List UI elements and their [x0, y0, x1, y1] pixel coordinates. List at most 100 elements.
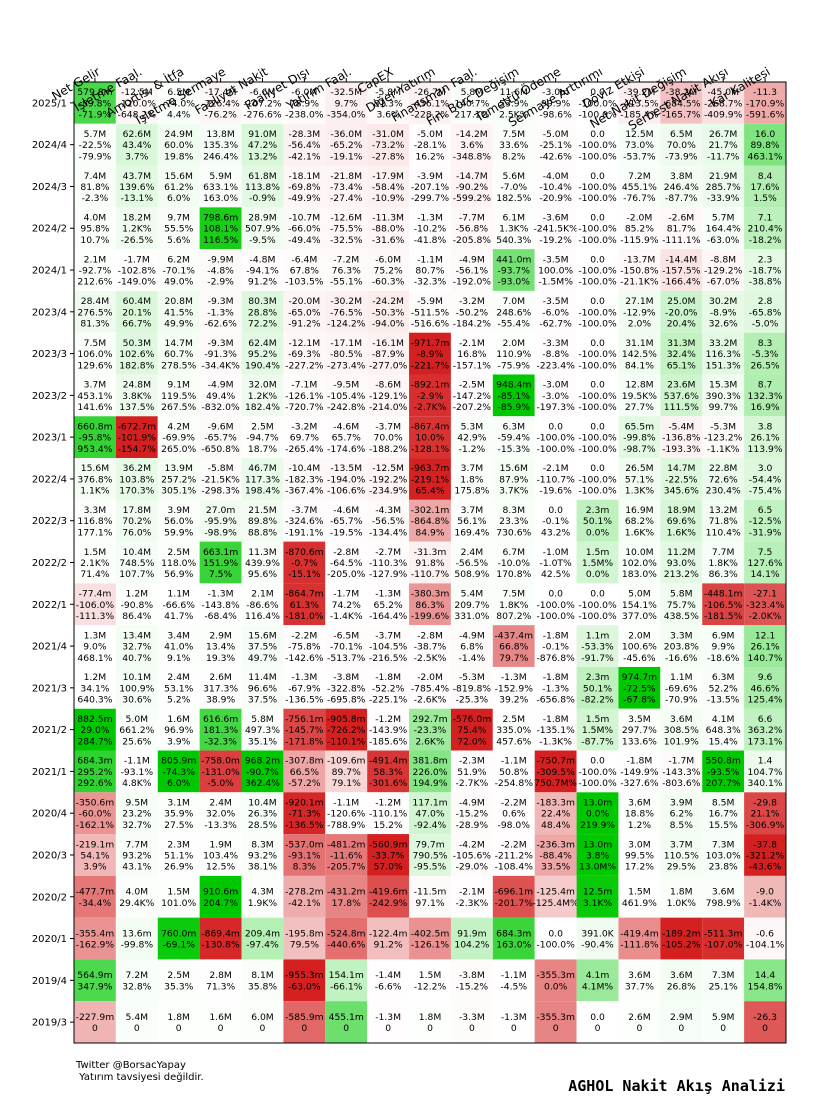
cell-value: 10.0%: [415, 433, 444, 444]
cell-value: 209.7%: [454, 600, 489, 611]
heatmap-cell: [409, 249, 451, 291]
heatmap-cell: [115, 249, 158, 291]
cell-value: 2.4M: [461, 547, 484, 558]
cell-value: -56.5%: [372, 516, 405, 527]
heatmap-cell: [283, 708, 326, 751]
cell-value: -832.0%: [201, 402, 240, 413]
cell-value: -79.9%: [79, 151, 112, 162]
heatmap-cell: [660, 541, 703, 584]
cell-value: 3.4M: [167, 630, 190, 641]
cell-value: -16.6%: [665, 653, 698, 664]
cell-value: 0.0: [548, 421, 563, 432]
cell-value: -75.8%: [288, 642, 321, 653]
cell-value: -23.3%: [414, 725, 447, 736]
cell-value: 13.6m: [122, 928, 151, 939]
cell-value: 164.4%: [706, 224, 741, 235]
cell-value: -66.6%: [162, 600, 195, 611]
heatmap-cell: [157, 583, 200, 626]
cell-value: 6.0M: [251, 1012, 274, 1023]
cell-value: 50.1%: [583, 683, 612, 694]
cell-value: -38.8%: [749, 277, 782, 288]
cell-value: -27.8%: [372, 151, 405, 162]
cell-value: 170.8%: [496, 569, 531, 580]
cell-value: -93.7%: [498, 266, 531, 277]
cell-value: 18.8%: [625, 809, 654, 820]
cell-value: 43.1%: [122, 862, 151, 873]
row-label: 2023/2: [32, 391, 67, 402]
cell-value: -15.3%: [498, 444, 531, 455]
cell-value: -205.0%: [327, 569, 366, 580]
heatmap-cell: [492, 207, 535, 250]
cell-value: -33.9%: [707, 193, 740, 204]
heatmap-cell: [450, 666, 493, 709]
cell-value: 1.3K%: [625, 486, 655, 497]
cell-value: 13.4%: [206, 642, 235, 653]
cell-value: 6.9M: [712, 630, 735, 641]
cell-value: 5.3M: [461, 421, 484, 432]
cell-value: 17.8%: [332, 898, 361, 909]
cell-value: 6.5M: [670, 129, 693, 140]
heatmap-cell: [283, 834, 326, 876]
cell-value: -122.4m: [369, 928, 408, 939]
cell-value: 1.9M: [209, 839, 232, 850]
cell-value: -62.7%: [539, 319, 572, 330]
heatmap-cell: [409, 666, 451, 709]
heatmap-cell: [534, 917, 577, 960]
cell-value: -99.8%: [623, 433, 656, 444]
heatmap-cell: [702, 458, 745, 500]
row-label: 2023/1: [32, 433, 67, 444]
heatmap-cell: [241, 374, 284, 417]
cell-value: -1.4%: [459, 653, 486, 664]
cell-value: -92.7%: [79, 266, 112, 277]
cell-value: 0.0: [548, 928, 563, 939]
heatmap-cell: [115, 207, 158, 250]
cell-value: 14.1%: [750, 569, 779, 580]
cell-value: 3.6%: [376, 110, 400, 121]
heatmap-cell: [534, 332, 577, 375]
cell-value: -3.0M: [543, 380, 569, 391]
heatmap-cell: [283, 374, 326, 417]
heatmap-cell: [115, 499, 158, 542]
cell-value: -129.1%: [369, 391, 408, 402]
cell-value: 7.7M: [126, 839, 149, 850]
cell-value: -111.8%: [620, 940, 659, 951]
heatmap-cell: [576, 207, 619, 250]
cell-value: -100.0%: [578, 360, 617, 371]
cell-value: 7.7M: [712, 547, 735, 558]
cell-value: 116.8%: [77, 516, 112, 527]
cell-value: -34.4%: [79, 898, 112, 909]
cell-value: 50.1%: [583, 516, 612, 527]
cell-value: 57.1%: [625, 474, 654, 485]
heatmap-cell: [115, 82, 158, 124]
cell-value: 16.8%: [457, 349, 486, 360]
heatmap-cell: [241, 917, 284, 960]
cell-value: -876.8%: [536, 653, 575, 664]
heatmap-cell: [450, 583, 493, 626]
heatmap-cell: [702, 207, 745, 250]
cell-value: -5.0M: [417, 129, 443, 140]
cell-value: 72.2%: [248, 319, 277, 330]
heatmap-cell: [115, 792, 158, 835]
cell-value: -12.6M: [330, 213, 362, 224]
cell-value: -100.0%: [578, 433, 617, 444]
cell-value: 10.4M: [248, 797, 276, 808]
cell-value: -5.3M: [459, 672, 485, 683]
cell-value: -50.2%: [456, 307, 489, 318]
heatmap-cell: [325, 207, 368, 250]
heatmap-cell: [702, 708, 745, 751]
heatmap-cell: [450, 290, 493, 333]
heatmap-cell: [492, 458, 535, 500]
heatmap-cell: [450, 165, 493, 208]
heatmap-cell: [576, 1001, 619, 1043]
row-label: 2024/2: [32, 224, 67, 235]
cell-value: 1.2K%: [248, 391, 278, 402]
cell-value: -2.8M: [333, 547, 359, 558]
cell-value: -38.7%: [414, 642, 447, 653]
heatmap-cell: [744, 750, 786, 793]
heatmap-cell: [157, 165, 200, 208]
cell-value: 79.7m: [415, 839, 444, 850]
cell-value: 65.4%: [415, 486, 444, 497]
cell-value: 65.1%: [667, 360, 696, 371]
heatmap-cell: [534, 416, 577, 459]
cell-value: -66.0%: [288, 224, 321, 235]
